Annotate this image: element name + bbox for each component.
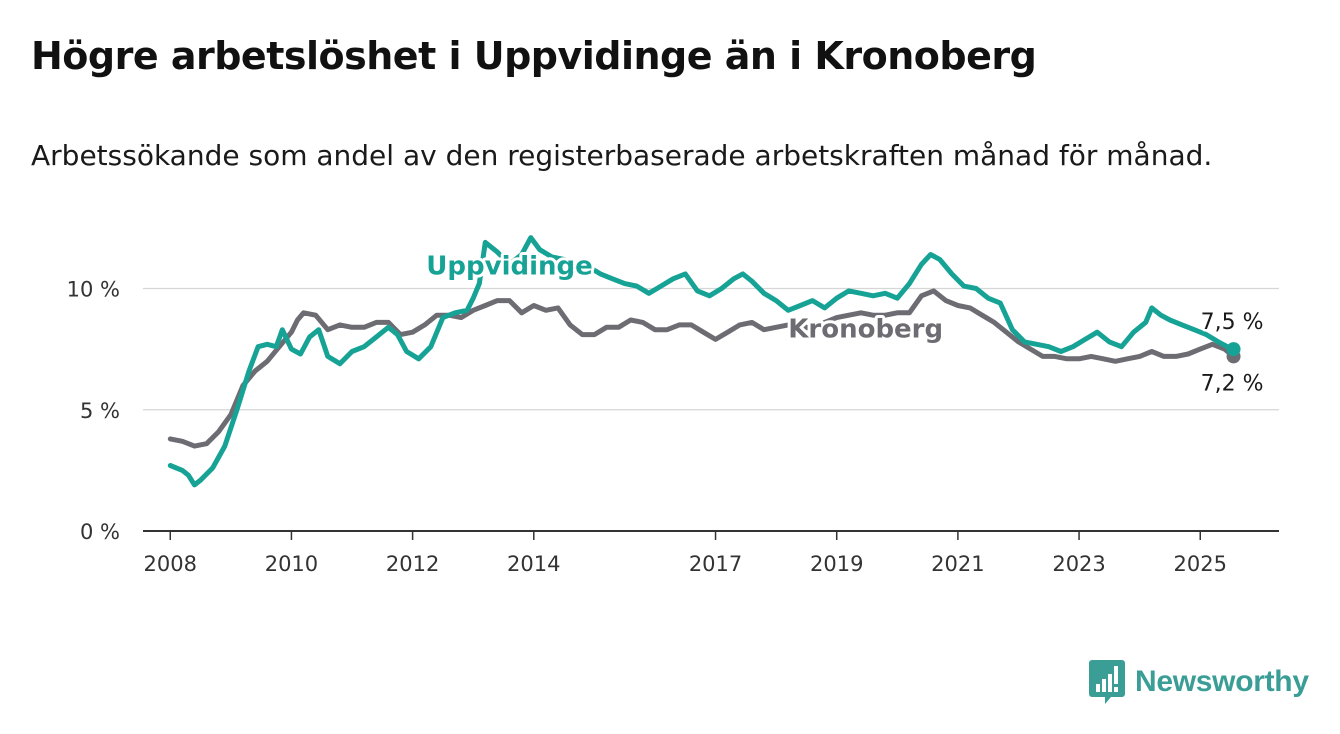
y-axis-labels: 0 % 5 % 10 % bbox=[67, 278, 120, 545]
x-axis bbox=[143, 531, 1279, 540]
x-tick-label: 2017 bbox=[689, 552, 742, 576]
end-value-uppvidinge: 7,5 % bbox=[1201, 310, 1264, 335]
x-axis-labels: 2008 2010 2012 2014 2017 2019 2021 2023 2025 bbox=[144, 552, 1227, 576]
end-value-kronoberg: 7,2 % bbox=[1201, 371, 1264, 396]
series-line-kronoberg bbox=[170, 291, 1233, 446]
x-tick-label: 2023 bbox=[1052, 552, 1105, 576]
x-tick-label: 2025 bbox=[1174, 552, 1227, 576]
x-tick-label: 2014 bbox=[507, 552, 560, 576]
x-tick-label: 2010 bbox=[265, 552, 318, 576]
end-point-uppvidinge bbox=[1227, 342, 1241, 356]
grid-lines bbox=[143, 289, 1279, 410]
x-tick-label: 2021 bbox=[931, 552, 984, 576]
x-tick-label: 2008 bbox=[144, 552, 197, 576]
series-label-uppvidinge: Uppvidinge bbox=[426, 251, 592, 281]
brand-name: Newsworthy bbox=[1135, 665, 1309, 699]
newsworthy-logo: Newsworthy bbox=[1089, 660, 1309, 704]
series-label-kronoberg: Kronoberg bbox=[788, 314, 943, 344]
y-tick-label: 5 % bbox=[80, 399, 120, 423]
bar-chart-icon bbox=[1089, 660, 1125, 704]
series-lines bbox=[170, 238, 1240, 485]
series-labels: Uppvidinge Kronoberg 7,5 % 7,2 % bbox=[426, 251, 1263, 396]
line-chart: 0 %5 %10 % 2008 2010 2012 2014 2017 2019 2021 2… bbox=[0, 0, 1340, 650]
y-tick-label: 10 % bbox=[67, 278, 120, 302]
x-tick-label: 2019 bbox=[810, 552, 863, 576]
y-tick-label: 0 % bbox=[80, 520, 120, 544]
x-tick-label: 2012 bbox=[386, 552, 439, 576]
